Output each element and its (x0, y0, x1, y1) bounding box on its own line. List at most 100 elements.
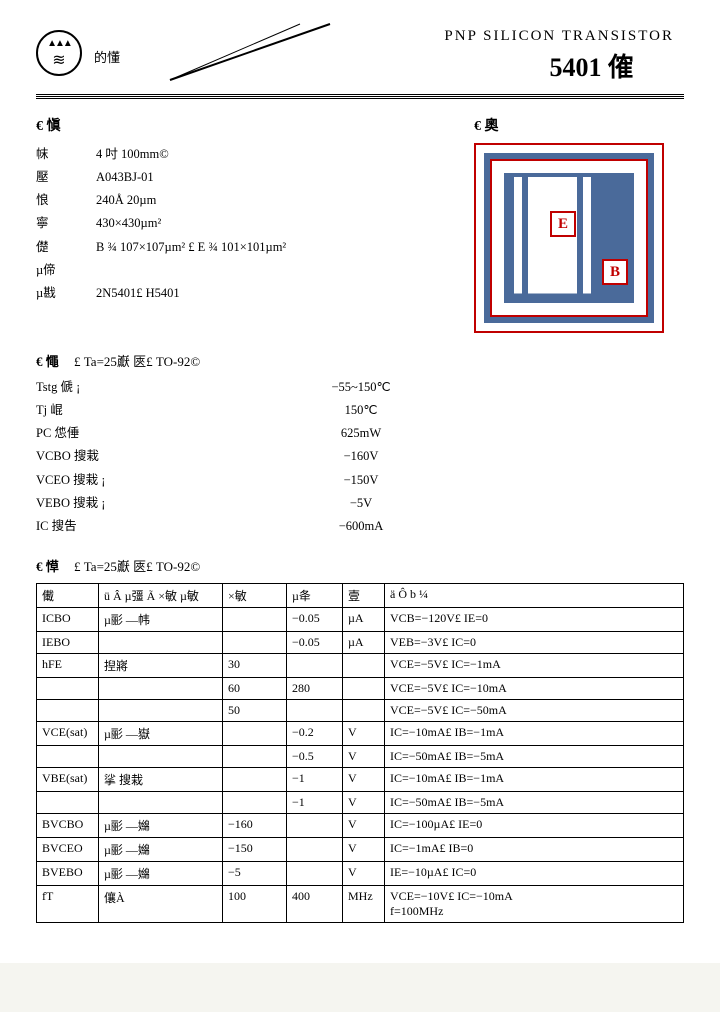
cell-max: −0.05 (287, 631, 343, 653)
die-image-block: € 奧 E B (474, 115, 684, 333)
spec-key: 悢 (36, 189, 96, 212)
ratings-conditions: £ Ta=25巚 匧£ TO-92© (74, 354, 200, 369)
logo-label: 的懂 (94, 47, 120, 66)
die-photo: E B (474, 143, 664, 333)
manufacturer-logo (36, 30, 82, 76)
table-row: BVCEOµ彨 —嬵−150VIC=−1mA£ IB=0 (37, 837, 684, 861)
table-row: VBE(sat)挲 搜栽−1VIC=−10mA£ IB=−1mA (37, 767, 684, 791)
cell-name (99, 677, 223, 699)
table-header-row: 儎 ü Â µ彊 Ã ×敏 µ敏 ×敏 µ夅 壹 ä Ô b ¼ (37, 583, 684, 607)
spec-value: 430×430µm² (96, 212, 454, 235)
rating-symbol: IC 搜吿 (36, 515, 286, 538)
cell-max (287, 653, 343, 677)
cell-conditions: VCE=−5V£ IC=−1mA (385, 653, 684, 677)
cell-min (223, 791, 287, 813)
cell-max: 280 (287, 677, 343, 699)
cell-name: 揑嶈 (99, 653, 223, 677)
spec-key: 壓 (36, 166, 96, 189)
table-row: hFE揑嶈30VCE=−5V£ IC=−1mA (37, 653, 684, 677)
cell-name (99, 745, 223, 767)
cell-min: −160 (223, 813, 287, 837)
title-block: PNP SILICON TRANSISTOR 5401 傕 (130, 28, 684, 84)
col-symbol: 儎 (37, 583, 99, 607)
spec-line: 壓A043BJ-01 (36, 166, 454, 189)
header: 的懂 PNP SILICON TRANSISTOR 5401 傕 (36, 28, 684, 84)
rating-symbol: PC 怹倕 (36, 422, 286, 445)
cell-name (99, 699, 223, 721)
cell-unit: V (343, 791, 385, 813)
cell-min: 60 (223, 677, 287, 699)
spec-key: 寧 (36, 212, 96, 235)
cell-conditions: VCE=−10V£ IC=−10mAf=100MHz (385, 885, 684, 922)
cell-name: µ彨 —帏 (99, 607, 223, 631)
cell-unit: V (343, 837, 385, 861)
cell-name (99, 631, 223, 653)
col-unit: 壹 (343, 583, 385, 607)
cell-min (223, 767, 287, 791)
cell-conditions: VCB=−120V£ IE=0 (385, 607, 684, 631)
rating-symbol: Tj 崐 (36, 399, 286, 422)
header-divider-icon (170, 24, 330, 80)
cell-symbol: BVCEO (37, 837, 99, 861)
cell-max: −1 (287, 767, 343, 791)
rating-row: Tj 崐150℃ (36, 399, 684, 422)
cell-symbol (37, 699, 99, 721)
rating-row: PC 怹倕625mW (36, 422, 684, 445)
ratings-head: € 憴 £ Ta=25巚 匧£ TO-92© (36, 351, 684, 370)
table-row: 50VCE=−5V£ IC=−50mA (37, 699, 684, 721)
cell-min: −150 (223, 837, 287, 861)
characteristics-table: 儎 ü Â µ彊 Ã ×敏 µ敏 ×敏 µ夅 壹 ä Ô b ¼ ICBOµ彨 … (36, 583, 684, 923)
datasheet-page: 的懂 PNP SILICON TRANSISTOR 5401 傕 € 愼 帓4 … (0, 0, 720, 963)
rating-symbol: VEBO 搜栽 ¡ (36, 492, 286, 515)
rating-value: −5V (286, 492, 436, 515)
cell-conditions: VCE=−5V£ IC=−10mA (385, 677, 684, 699)
spec-key: 帓 (36, 143, 96, 166)
spec-value: 2N5401£ H5401 (96, 282, 454, 305)
cell-name (99, 791, 223, 813)
spec-line: 悢240Å 20µm (36, 189, 454, 212)
cell-symbol (37, 677, 99, 699)
col-conditions: ä Ô b ¼ (385, 583, 684, 607)
cell-conditions: IC=−50mA£ IB=−5mA (385, 791, 684, 813)
cell-max (287, 699, 343, 721)
cell-symbol: VCE(sat) (37, 721, 99, 745)
cell-name: µ彨 —嶽 (99, 721, 223, 745)
cell-symbol: IEBO (37, 631, 99, 653)
spec-line: 儊B ¾ 107×107µm² £ E ¾ 101×101µm² (36, 236, 454, 259)
table-row: −1VIC=−50mA£ IB=−5mA (37, 791, 684, 813)
cell-unit: µA (343, 631, 385, 653)
spec-value (96, 259, 454, 282)
electrical-characteristics: € 愺 £ Ta=25巚 匧£ TO-92© 儎 ü Â µ彊 Ã ×敏 µ敏 … (36, 556, 684, 923)
cell-symbol: ICBO (37, 607, 99, 631)
cell-min: 100 (223, 885, 287, 922)
cell-name: µ彨 —嬵 (99, 837, 223, 861)
cell-max (287, 861, 343, 885)
cell-symbol (37, 745, 99, 767)
section-head-left: € 愼 (36, 115, 454, 135)
cell-min: 30 (223, 653, 287, 677)
rating-value: −150V (286, 469, 436, 492)
die-inner: E B (484, 153, 654, 323)
cell-unit: MHz (343, 885, 385, 922)
cell-min: −5 (223, 861, 287, 885)
cell-conditions: IC=−10mA£ IB=−1mA (385, 721, 684, 745)
spec-value: B ¾ 107×107µm² £ E ¾ 101×101µm² (96, 236, 454, 259)
col-max: µ夅 (287, 583, 343, 607)
table-row: IEBO−0.05µAVEB=−3V£ IC=0 (37, 631, 684, 653)
cell-max: −0.2 (287, 721, 343, 745)
overview-section: € 愼 帓4 吋 100mm©壓A043BJ-01悢240Å 20µm寧430×… (36, 115, 684, 333)
table-row: −0.5VIC=−50mA£ IB=−5mA (37, 745, 684, 767)
cell-max (287, 813, 343, 837)
cell-max: −0.5 (287, 745, 343, 767)
cell-unit (343, 699, 385, 721)
cell-min (223, 745, 287, 767)
rating-symbol: VCBO 搜栽 (36, 445, 286, 468)
char-head: € 愺 £ Ta=25巚 匧£ TO-92© (36, 556, 684, 575)
cell-unit: µA (343, 607, 385, 631)
cell-max: −0.05 (287, 607, 343, 631)
cell-unit: V (343, 767, 385, 791)
spec-value: 240Å 20µm (96, 189, 454, 212)
table-row: 60280 VCE=−5V£ IC=−10mA (37, 677, 684, 699)
rating-symbol: VCEO 搜栽 ¡ (36, 469, 286, 492)
cell-unit: V (343, 813, 385, 837)
